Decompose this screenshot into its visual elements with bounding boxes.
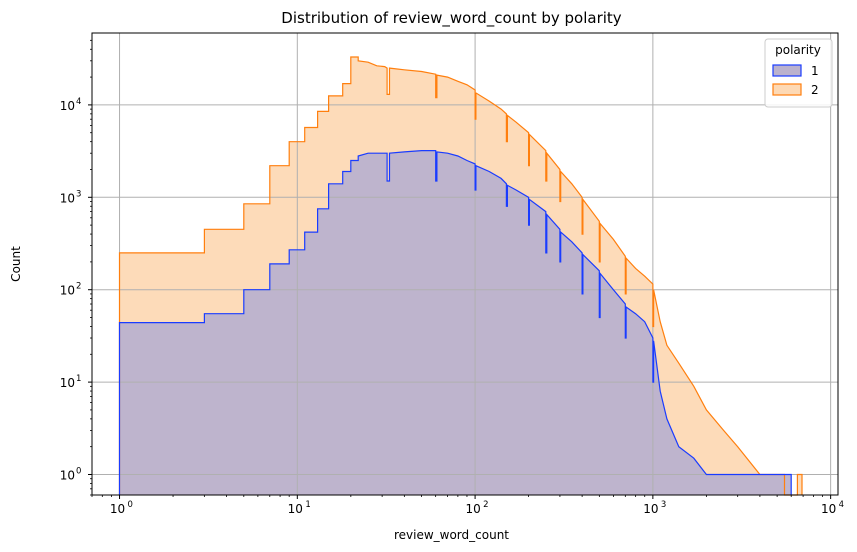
- y-tick-label: 10: [60, 99, 75, 113]
- x-tick-exponent: 2: [483, 500, 488, 510]
- y-tick-exponent: 3: [76, 189, 81, 199]
- y-tick-exponent: 1: [76, 374, 81, 384]
- legend-title: polarity: [775, 43, 821, 57]
- x-tick-exponent: 0: [128, 500, 133, 510]
- legend-label-2: 2: [811, 83, 819, 97]
- x-axis-label: review_word_count: [394, 528, 509, 542]
- x-tick-exponent: 3: [661, 500, 666, 510]
- legend-swatch-1: [772, 64, 802, 77]
- x-tick-exponent: 4: [839, 500, 844, 510]
- x-tick-exponent: 1: [305, 500, 310, 510]
- legend-swatch-2: [772, 83, 802, 96]
- y-tick-exponent: 2: [76, 282, 81, 292]
- y-tick-label: 10: [60, 469, 75, 483]
- legend-label-1: 1: [811, 64, 819, 78]
- series-fills: [119, 57, 802, 495]
- legend: polarity 1 2: [764, 38, 833, 108]
- x-tick-label: 10: [643, 502, 658, 516]
- y-tick-label: 10: [60, 284, 75, 298]
- x-axis-ticks: 10 0 10 1 10 2 10 3 10 4: [91, 495, 844, 516]
- series-1-line: [118, 150, 792, 495]
- series-2-line: [118, 56, 803, 496]
- y-tick-label: 10: [60, 376, 75, 390]
- y-tick-exponent: 0: [76, 467, 81, 477]
- y-tick-exponent: 4: [76, 97, 81, 107]
- x-tick-label: 10: [110, 502, 125, 516]
- x-tick-label: 10: [821, 502, 836, 516]
- chart-title: Distribution of review_word_count by pol…: [281, 9, 622, 28]
- series-1-fill: [119, 150, 792, 495]
- plot-area-frame: [91, 32, 839, 496]
- series-lines: [118, 56, 803, 496]
- y-axis-label: Count: [9, 246, 23, 282]
- y-tick-label: 10: [60, 191, 75, 205]
- x-tick-label: 10: [465, 502, 480, 516]
- x-tick-label: 10: [288, 502, 303, 516]
